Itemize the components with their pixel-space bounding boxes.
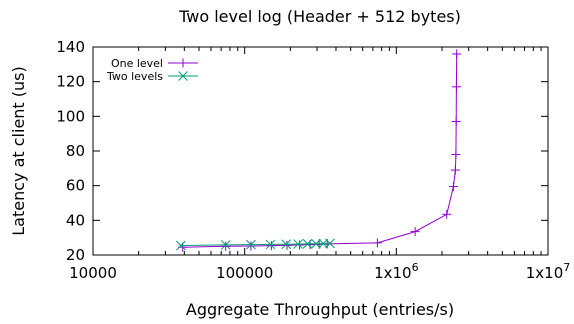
x-tick-label: 1x106 xyxy=(374,261,419,282)
y-tick-label: 80 xyxy=(66,142,85,160)
data-point xyxy=(281,239,292,250)
data-point xyxy=(452,49,462,59)
x-tick-label: 10000 xyxy=(69,264,117,282)
y-tick-label: 60 xyxy=(66,177,85,195)
data-point xyxy=(448,182,458,192)
y-axis-label: Latency at client (us) xyxy=(9,66,28,235)
data-point xyxy=(246,239,256,250)
chart-title: Two level log (Header + 512 bytes) xyxy=(178,7,461,26)
data-point xyxy=(451,149,461,159)
data-point xyxy=(325,238,335,249)
x-tick: 1x106 xyxy=(374,47,419,282)
x-tick-label: 100000 xyxy=(216,264,273,282)
y-tick-label: 120 xyxy=(56,73,85,91)
data-point xyxy=(410,227,420,237)
y-tick: 20 xyxy=(66,246,548,264)
x-tick: 1x107 xyxy=(526,47,571,282)
series-line xyxy=(182,53,458,248)
data-point xyxy=(220,240,231,250)
series-line xyxy=(180,242,330,246)
y-axis-ticks: 20 40 60 80 100 120 140 xyxy=(56,38,548,264)
y-tick: 80 xyxy=(66,142,548,160)
data-point xyxy=(265,239,276,250)
x-tick: 10000 xyxy=(69,47,117,282)
y-tick: 140 xyxy=(56,38,548,56)
y-tick-label: 100 xyxy=(56,107,85,125)
x-tick-label: 1x107 xyxy=(526,261,571,282)
y-tick-label: 140 xyxy=(56,38,85,56)
legend-label: One level xyxy=(111,57,163,70)
series-2 xyxy=(176,238,335,251)
y-tick-label: 40 xyxy=(66,211,85,229)
y-tick-label: 20 xyxy=(66,246,85,264)
data-point xyxy=(450,165,460,175)
data-point xyxy=(451,82,461,92)
legend-item: Two levels xyxy=(106,70,198,83)
series-layer xyxy=(176,49,462,252)
y-tick: 40 xyxy=(66,211,548,229)
data-point xyxy=(442,209,452,219)
data-point xyxy=(176,240,186,251)
data-point xyxy=(293,239,303,249)
series-1 xyxy=(178,49,462,252)
legend-label: Two levels xyxy=(106,70,163,83)
y-tick: 60 xyxy=(66,177,548,195)
data-point xyxy=(302,239,313,249)
data-point xyxy=(372,238,382,248)
x-axis-label: Aggregate Throughput (entries/s) xyxy=(186,300,454,319)
data-point xyxy=(246,241,256,251)
data-point xyxy=(311,238,321,249)
legend-item: One level xyxy=(111,57,198,70)
x-axis-ticks: 10000 100000 1x106 1x107 xyxy=(69,47,570,282)
x-tick: 100000 xyxy=(216,47,273,282)
y-tick: 120 xyxy=(56,73,548,91)
data-point xyxy=(451,117,461,127)
data-point xyxy=(221,241,231,251)
y-tick: 100 xyxy=(56,107,548,125)
